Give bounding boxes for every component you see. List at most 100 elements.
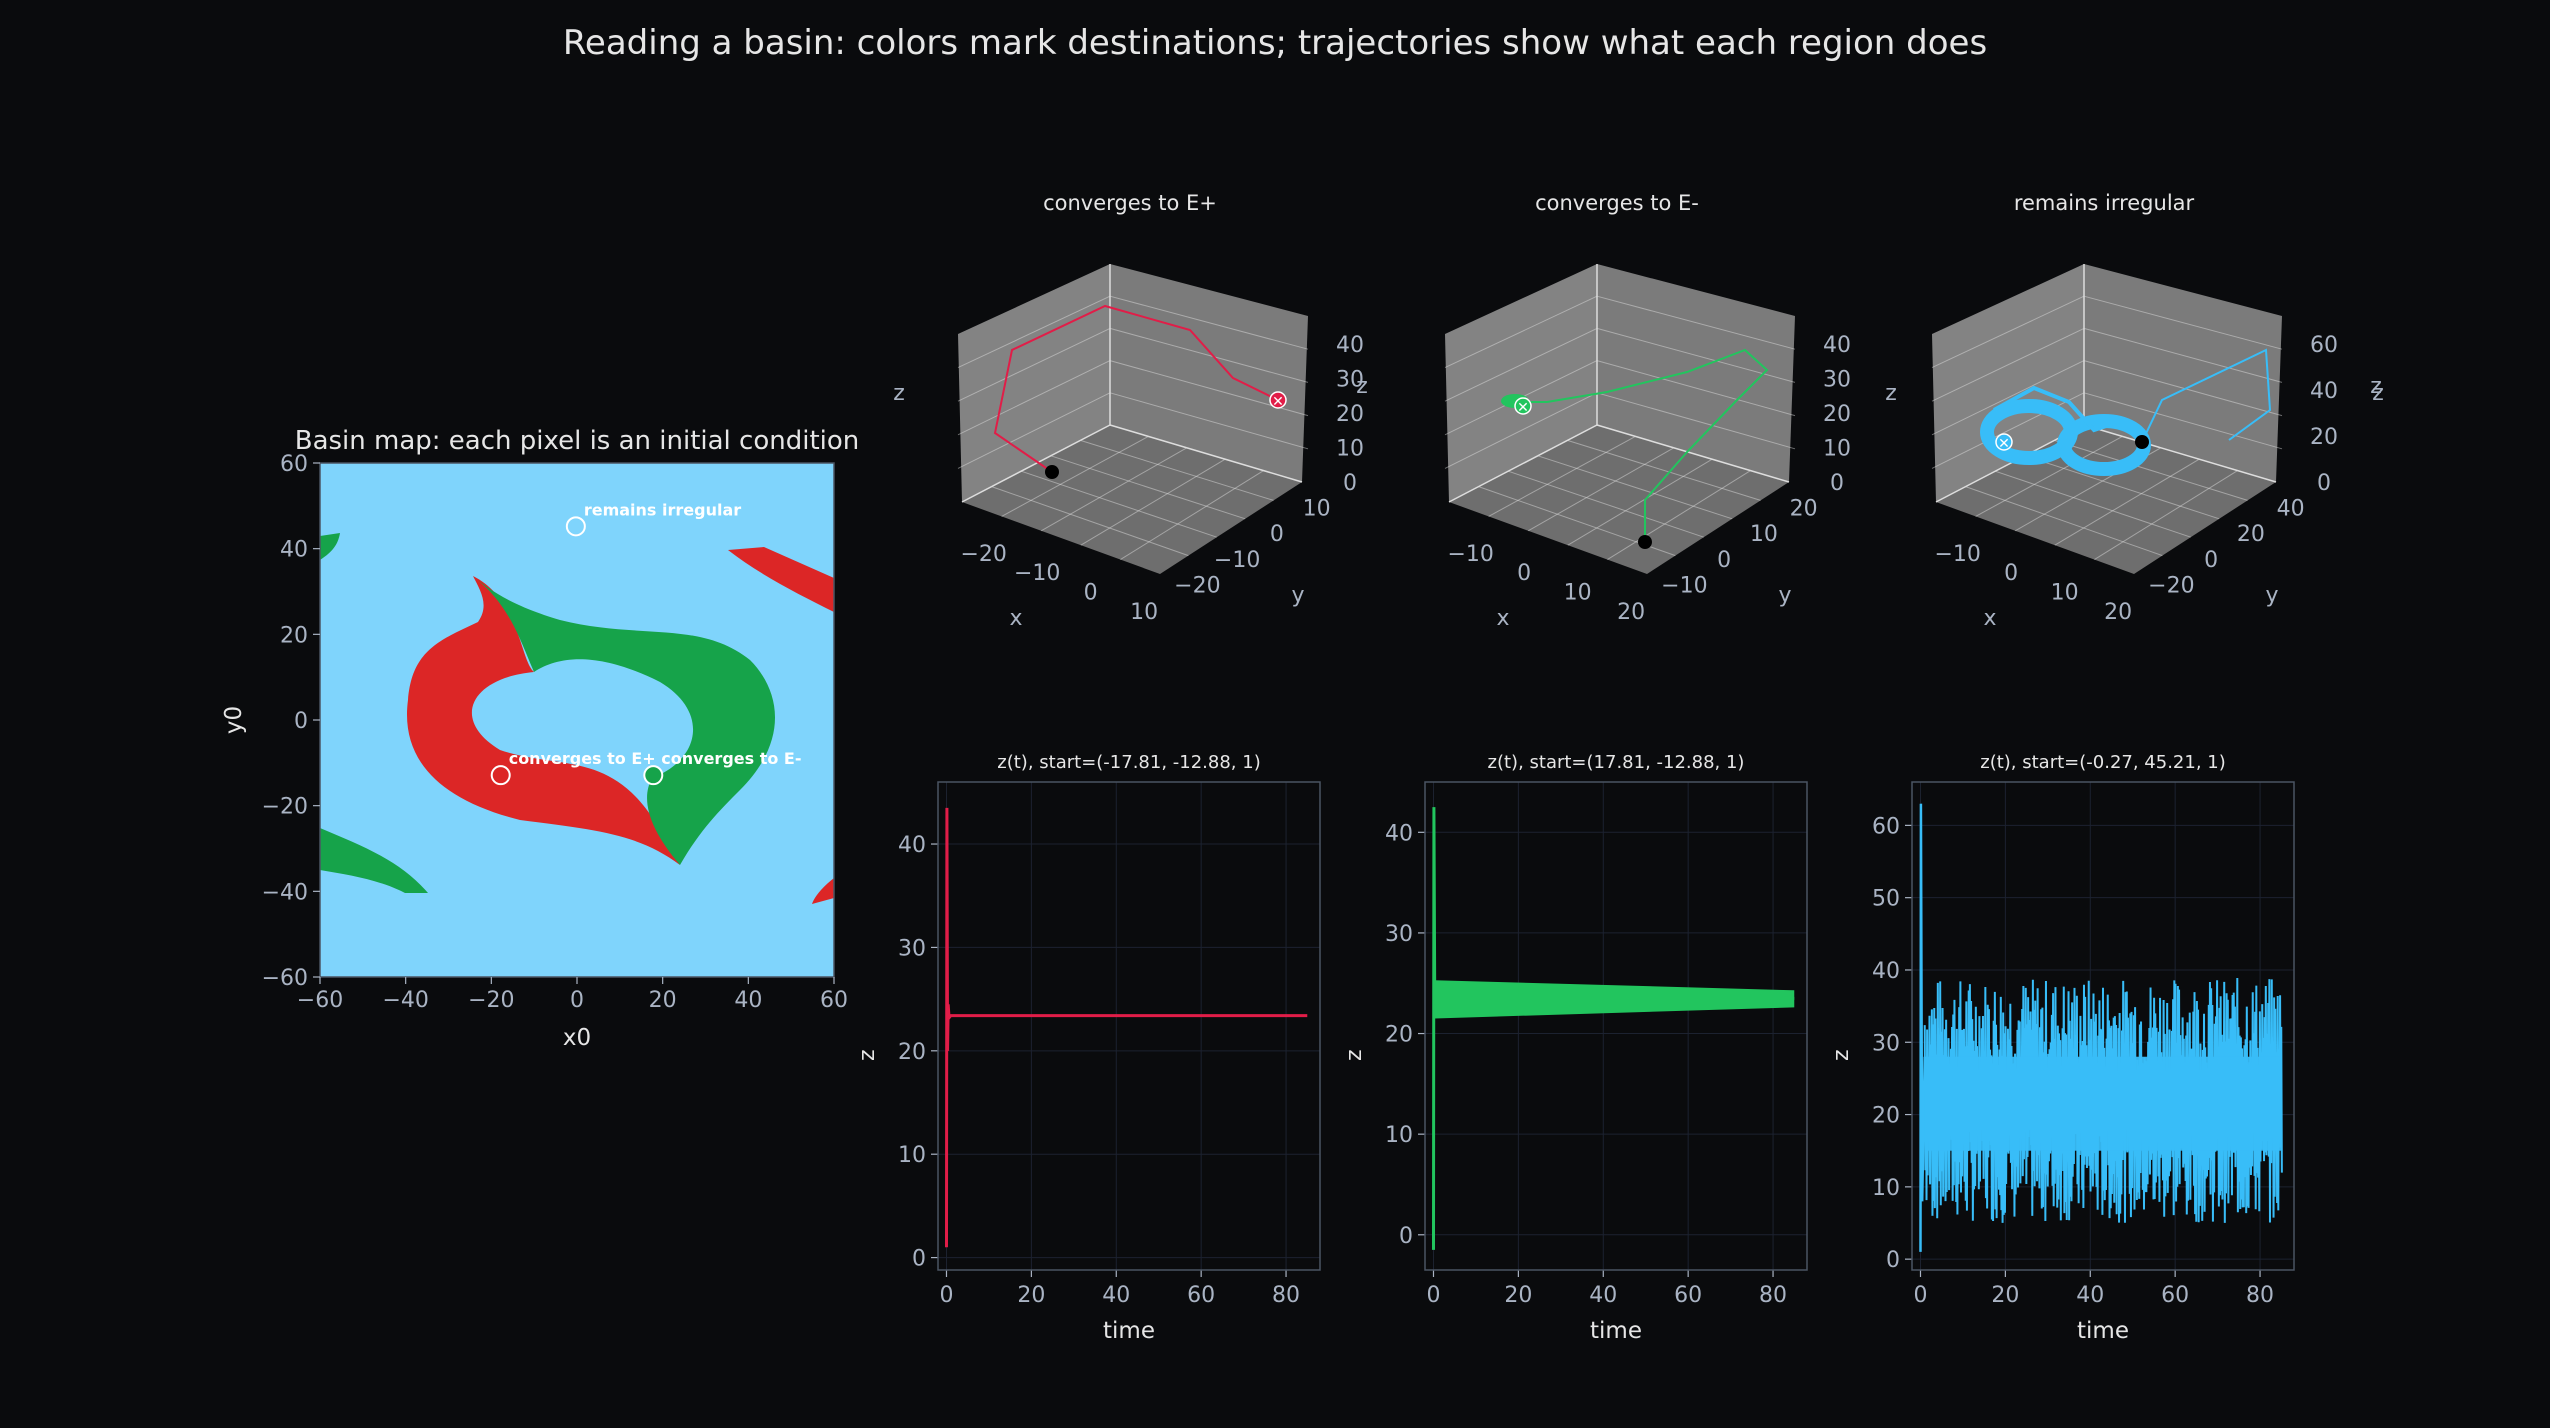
panel3d-title: converges to E+ <box>1043 191 1217 215</box>
timeseries-panel: z(t), start=(17.81, -12.88, 1) 0 20 40 60 80 0… <box>1342 752 1808 1344</box>
timeseries-frame <box>937 781 1321 1271</box>
timeseries-ytick-label: 30 <box>898 936 926 961</box>
panel3d-pane-left <box>958 264 1110 502</box>
timeseries-xtick-label: 60 <box>1187 1283 1215 1308</box>
timeseries-ylabel: z <box>1829 1049 1854 1061</box>
panel3d-gridline <box>1001 435 1149 517</box>
panel3d-zlabel-left: z <box>893 381 905 406</box>
panel3d-gridline <box>1040 447 1188 532</box>
timeseries-xlabel: time <box>1103 1318 1155 1344</box>
panel3d-xlabel: x <box>1009 606 1022 631</box>
panel3d-gridline <box>1120 470 1264 561</box>
basin-marker-label: remains irregular <box>584 500 741 519</box>
basin-e-plus-corner-bottom <box>812 878 834 904</box>
panel3d-gridline <box>1931 327 2085 402</box>
timeseries-line <box>1431 807 1795 1250</box>
timeseries-title: z(t), start=(-17.81, -12.88, 1) <box>997 752 1260 773</box>
timeseries-xtick-label: 20 <box>1504 1283 1532 1308</box>
timeseries-xtick-label: 0 <box>1913 1283 1927 1308</box>
panel3d-edge <box>2083 424 2277 483</box>
timeseries-panel: z(t), start=(-17.81, -12.88, 1) 0 20 40 60 80… <box>855 752 1321 1344</box>
panel3d-gridline <box>957 327 1111 402</box>
panel3d-pane-floor <box>962 425 1302 574</box>
basin-xtick-label: 20 <box>649 988 677 1013</box>
panel3d-gridline <box>1444 327 1598 402</box>
panel3d-xtick-label: 0 <box>2004 561 2018 586</box>
panel3d-gridline <box>957 295 1111 369</box>
timeseries-ytick-label: 30 <box>1385 922 1413 947</box>
timeseries-xtick-label: 0 <box>1426 1283 1440 1308</box>
timeseries-xtick-label: 0 <box>939 1283 953 1308</box>
trajectory-3d-panels: converges to E+−20−10010x−20−10010y01020… <box>893 191 2384 631</box>
panel3d-xtick-label: 20 <box>1617 600 1645 625</box>
panel3d-ytick-label: 10 <box>1303 496 1331 521</box>
basin-e-minus-crescent <box>473 576 775 865</box>
timeseries-ytick-label: 10 <box>1872 1176 1900 1201</box>
panel3d-xtick-label: −10 <box>1447 542 1493 567</box>
basin-marker <box>643 765 664 786</box>
panel3d-ytick-label: −20 <box>1174 574 1220 599</box>
panel3d-gridline <box>1508 470 1704 538</box>
basin-e-plus-crescent <box>406 576 680 865</box>
basin-panel: Basin map: each pixel is an initial cond… <box>221 426 859 1051</box>
panel3d-gridline <box>1109 392 1309 450</box>
timeseries-xtick-label: 40 <box>2076 1283 2104 1308</box>
panel3d-gridline <box>1050 455 1246 520</box>
panel3d-edge <box>961 424 1111 503</box>
basin-marker <box>565 516 586 537</box>
basin-ytick-label: 60 <box>280 452 308 477</box>
basin-image <box>320 463 834 977</box>
panel3d-gridline <box>1444 392 1598 469</box>
panel3d-gridline <box>2094 470 2238 561</box>
panel3d-gridline <box>1596 295 1796 350</box>
trajectory-line <box>1993 385 2125 433</box>
panel3d-xtick-label: −20 <box>960 542 1006 567</box>
panel3d-xtick-label: 10 <box>1130 600 1158 625</box>
panel3d: converges to E+−20−10010x−20−10010y01020… <box>957 191 1364 631</box>
panel3d-gridline <box>1080 458 1226 546</box>
basin-ytick-label: −60 <box>262 966 308 991</box>
panel3d-pane-right <box>1110 264 1308 482</box>
basin-e-minus-corner-bottom <box>320 828 428 893</box>
basin-marker <box>490 765 511 786</box>
panel3d-xtick-label: 0 <box>1084 581 1098 606</box>
panel3d-zlabel-right: z <box>2370 374 2382 399</box>
basin-xtick-label: 40 <box>734 988 762 1013</box>
timeseries-ytick-label: 60 <box>1872 814 1900 839</box>
panel3d-zlabel: z <box>1885 381 1897 406</box>
timeseries-xlabel: time <box>2077 1318 2129 1344</box>
panel3d-ytick-label: −10 <box>1214 548 1260 573</box>
panel3d-gridline <box>2024 455 2220 520</box>
z-time-series-panels: z(t), start=(-17.81, -12.88, 1) 0 20 40 60 80… <box>855 752 2295 1344</box>
timeseries-xtick-label: 20 <box>1991 1283 2019 1308</box>
basin-xlabel: x0 <box>563 1025 591 1051</box>
trajectory-end-cross: ✕ <box>1272 394 1284 410</box>
panel3d-ztick-label: 30 <box>1823 368 1851 393</box>
timeseries-ylabel: z <box>855 1049 880 1061</box>
panel3d-pane-left <box>1445 264 1597 502</box>
panel3d-gridline <box>991 486 1189 557</box>
panel3d-ztick-label: 0 <box>1343 471 1357 496</box>
basin-ylabel: y0 <box>221 706 247 734</box>
timeseries-xtick-label: 80 <box>1759 1283 1787 1308</box>
panel3d-ztick-label: 20 <box>1336 402 1364 427</box>
timeseries-oscillation-band <box>1434 980 1795 1019</box>
panel3d-gridline <box>1965 486 2163 557</box>
timeseries-frame <box>1424 781 1808 1271</box>
timeseries-ytick-label: 20 <box>1385 1023 1413 1048</box>
timeseries-xtick-label: 80 <box>1272 1283 1300 1308</box>
trajectory-end-cross: ✕ <box>1998 436 2010 452</box>
panel3d-pane-floor <box>1449 425 1789 574</box>
panel3d-ylabel: y <box>2265 583 2278 608</box>
basin-ytick-label: −20 <box>262 795 308 820</box>
timeseries-xlabel: time <box>1590 1318 1642 1344</box>
panel3d-gridline <box>957 392 1111 469</box>
timeseries-ylabel: z <box>1342 1049 1367 1061</box>
panel3d-gridline <box>1931 295 2085 369</box>
trajectory-end-marker <box>1269 391 1287 409</box>
timeseries-title: z(t), start=(-0.27, 45.21, 1) <box>1980 752 2226 773</box>
panel3d-gridline <box>957 360 1111 436</box>
panel3d-ytick-label: 20 <box>2237 522 2265 547</box>
panel3d-ztick-label: 20 <box>1823 402 1851 427</box>
panel3d-xlabel: x <box>1983 606 1996 631</box>
